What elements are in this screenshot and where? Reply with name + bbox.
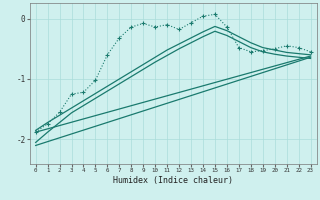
X-axis label: Humidex (Indice chaleur): Humidex (Indice chaleur) [113, 176, 233, 185]
